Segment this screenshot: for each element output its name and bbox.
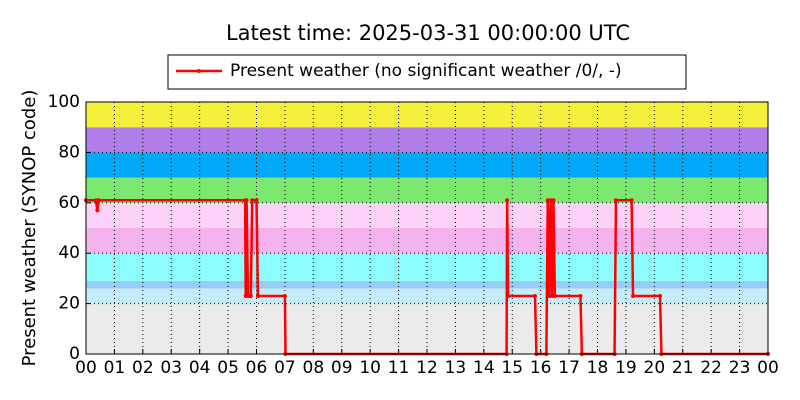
data-point [631, 294, 636, 299]
plot-frame [85, 101, 769, 355]
x-tick-label: 03 [160, 358, 182, 378]
data-point [545, 198, 550, 203]
data-point [244, 198, 249, 203]
x-tick-label: 01 [104, 358, 126, 378]
data-point [95, 208, 100, 213]
x-tick-label: 00 [757, 358, 779, 378]
legend-marker [197, 69, 201, 73]
x-tick-label: 18 [587, 358, 609, 378]
x-tick-label: 05 [217, 358, 239, 378]
data-line [86, 199, 768, 356]
x-tick-label: 14 [473, 358, 495, 378]
x-tick-label: 06 [246, 358, 268, 378]
x-tick-label: 13 [445, 358, 467, 378]
data-point [547, 294, 552, 299]
x-tick-label: 21 [672, 358, 694, 378]
x-tick-label: 15 [501, 358, 523, 378]
background-band [86, 152, 768, 178]
y-tick-label: 60 [58, 193, 80, 213]
x-tick-label: 11 [388, 358, 410, 378]
y-tick-label: 100 [48, 92, 80, 112]
y-tick-label: 0 [69, 344, 80, 364]
chart-title: Latest time: 2025-03-31 00:00:00 UTC [226, 21, 630, 45]
background-band [86, 303, 768, 354]
x-tick-label: 00 [75, 358, 97, 378]
x-tick-label: 08 [303, 358, 325, 378]
x-tick-label: 20 [644, 358, 666, 378]
data-point [532, 294, 537, 299]
data-point [282, 294, 287, 299]
x-tick-label: 23 [729, 358, 751, 378]
y-tick-label: 40 [58, 243, 80, 263]
data-point [93, 198, 98, 203]
data-point [96, 198, 101, 203]
x-tick-label: 02 [132, 358, 154, 378]
data-point [578, 294, 583, 299]
data-point [248, 294, 253, 299]
data-point [505, 198, 510, 203]
background-band [86, 253, 768, 281]
x-tick-label: 22 [700, 358, 722, 378]
data-point [255, 294, 260, 299]
background-band [86, 280, 768, 289]
x-tick-label: 16 [530, 358, 552, 378]
x-tick-label: 17 [558, 358, 580, 378]
background-band [86, 127, 768, 153]
y-tick-label: 20 [58, 294, 80, 314]
x-tick-label: 19 [615, 358, 637, 378]
data-point [658, 294, 663, 299]
legend-box [167, 54, 687, 90]
legend-label: Present weather (no significant weather … [230, 61, 622, 81]
y-tick-label: 80 [58, 142, 80, 162]
data-point [254, 198, 259, 203]
x-tick-label: 04 [189, 358, 211, 378]
data-point [629, 198, 634, 203]
x-tick-label: 09 [331, 358, 353, 378]
y-axis-label: Present weather (SYNOP code) [19, 90, 40, 367]
x-tick-label: 10 [359, 358, 381, 378]
data-point [552, 294, 557, 299]
data-point [551, 198, 556, 203]
background-band [86, 288, 768, 304]
data-point [548, 198, 553, 203]
data-point [250, 198, 255, 203]
data-point [613, 198, 618, 203]
x-tick-label: 12 [416, 358, 438, 378]
background-band [86, 228, 768, 254]
data-point [505, 294, 510, 299]
data-point [550, 294, 555, 299]
x-tick-label: 07 [274, 358, 296, 378]
